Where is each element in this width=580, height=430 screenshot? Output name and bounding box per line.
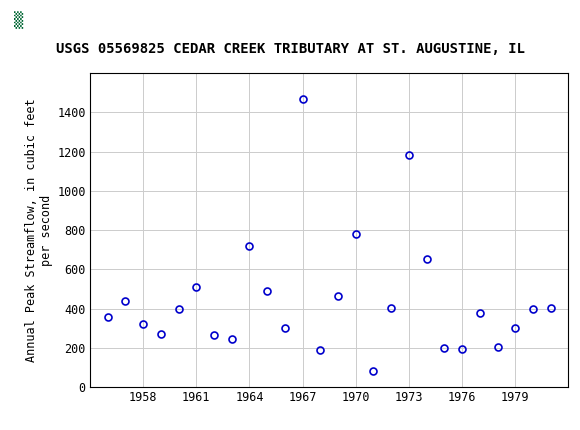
FancyBboxPatch shape [9,6,49,34]
Text: ▒: ▒ [14,11,23,29]
Text: USGS 05569825 CEDAR CREEK TRIBUTARY AT ST. AUGUSTINE, IL: USGS 05569825 CEDAR CREEK TRIBUTARY AT S… [56,42,524,56]
Text: USGS: USGS [55,11,110,29]
Y-axis label: Annual Peak Streamflow, in cubic feet
per second: Annual Peak Streamflow, in cubic feet pe… [25,98,53,362]
